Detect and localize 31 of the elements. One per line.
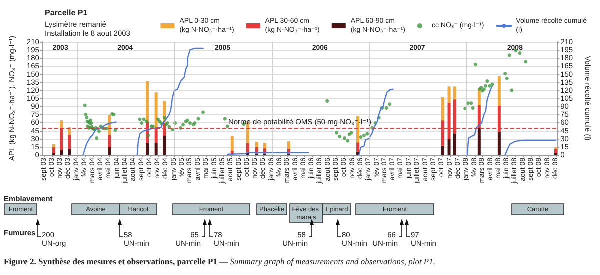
- bar: [263, 143, 266, 149]
- bar: [52, 144, 56, 148]
- bar: [255, 142, 258, 148]
- chart-title: Parcelle P1: [45, 8, 88, 18]
- bar: [68, 135, 72, 150]
- bar: [448, 139, 451, 155]
- bar: [230, 136, 234, 151]
- bar: [163, 136, 166, 155]
- bar: [108, 147, 112, 155]
- bar: [453, 86, 456, 100]
- bar: [146, 143, 150, 155]
- bar: [154, 143, 158, 155]
- bar: [108, 135, 112, 148]
- bar: [448, 86, 451, 103]
- bar: [453, 134, 456, 155]
- bar: [154, 92, 158, 128]
- bar: [60, 150, 64, 155]
- bar: [356, 142, 360, 152]
- bar: [146, 81, 150, 122]
- bar: [52, 147, 56, 154]
- bar: [287, 142, 290, 150]
- bar: [554, 149, 558, 154]
- bar: [441, 146, 444, 155]
- bar: [68, 149, 72, 155]
- bar: [498, 76, 501, 106]
- bar: [498, 132, 501, 155]
- text: Summary graph of measurements and observations, plot P1.: [230, 256, 436, 266]
- caption: Figure 2. Synthèse des mesures et observations, parcelle P1 —: [4, 256, 229, 266]
- bar: [441, 97, 444, 121]
- bar: [478, 128, 481, 155]
- bar: [60, 120, 64, 128]
